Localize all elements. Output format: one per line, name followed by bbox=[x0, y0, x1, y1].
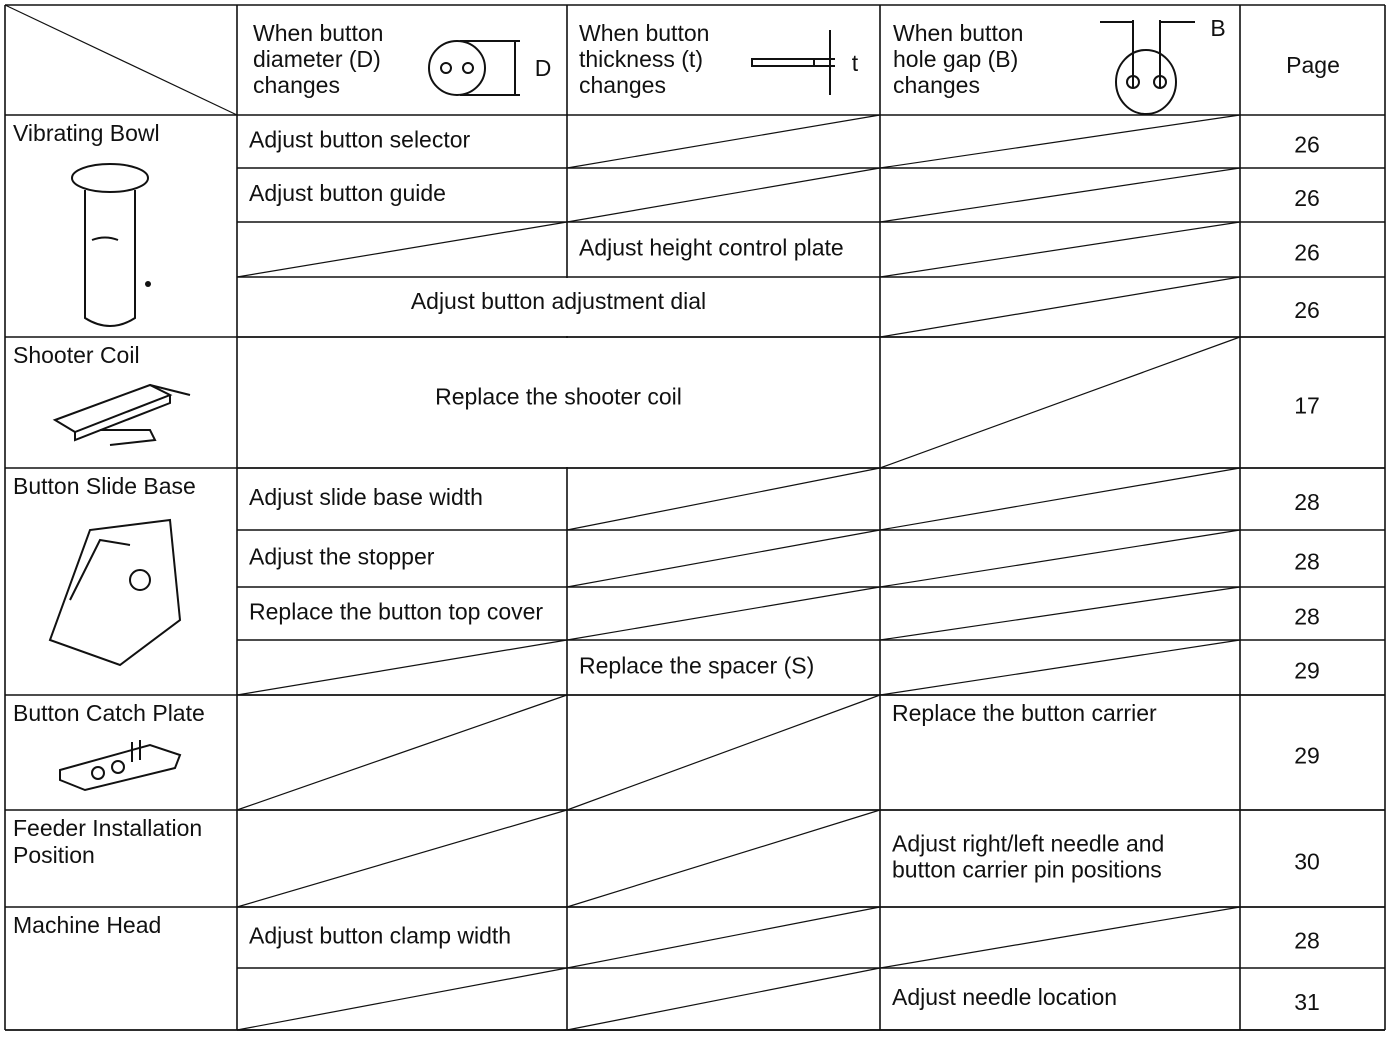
group-label: Position bbox=[13, 842, 95, 868]
diagonal bbox=[879, 467, 1241, 531]
diagonal bbox=[566, 967, 881, 1031]
page-number: 29 bbox=[1294, 658, 1320, 684]
page-number: 17 bbox=[1294, 393, 1320, 419]
hole-gap-icon bbox=[1100, 20, 1195, 115]
header-symbol: D bbox=[535, 55, 552, 81]
grid bbox=[4, 4, 1386, 1031]
diagonal bbox=[566, 906, 881, 969]
coil-sketch bbox=[52, 383, 191, 446]
diagonal bbox=[566, 114, 881, 169]
diagonal bbox=[236, 694, 568, 811]
diagonal bbox=[879, 906, 1241, 969]
page-number: 28 bbox=[1294, 604, 1320, 630]
page-number: 28 bbox=[1294, 549, 1320, 575]
group-label: Feeder Installation bbox=[13, 815, 202, 841]
page-number: 26 bbox=[1294, 185, 1320, 211]
header-text: hole gap (B) bbox=[893, 46, 1018, 72]
header-page: Page bbox=[1286, 52, 1340, 78]
diagonal bbox=[236, 967, 568, 1031]
cell-text: Replace the button top cover bbox=[249, 599, 543, 625]
cell-mask bbox=[565, 338, 569, 467]
cell-text: Replace the spacer (S) bbox=[579, 653, 814, 679]
cell-text: Adjust the stopper bbox=[249, 544, 435, 570]
catch-plate-sketch bbox=[59, 740, 182, 792]
diagonal bbox=[879, 276, 1241, 338]
header-text: When button bbox=[579, 20, 709, 46]
group-label: Vibrating Bowl bbox=[13, 120, 160, 146]
cell-text: Adjust button selector bbox=[249, 127, 471, 153]
thickness-icon bbox=[751, 30, 835, 95]
cell-text: button carrier pin positions bbox=[892, 857, 1162, 883]
cell-text: Adjust button clamp width bbox=[249, 923, 511, 949]
group-label: Shooter Coil bbox=[13, 342, 140, 368]
header-symbol: B bbox=[1210, 15, 1225, 41]
cell-text: Replace the shooter coil bbox=[435, 384, 682, 410]
group-label: Machine Head bbox=[13, 912, 161, 938]
page-number: 30 bbox=[1294, 849, 1320, 875]
diagonal bbox=[236, 809, 568, 908]
header-text: changes bbox=[893, 72, 980, 98]
cell-text: Adjust right/left needle and bbox=[892, 831, 1164, 857]
diagonal bbox=[879, 167, 1241, 223]
header-symbol: t bbox=[852, 50, 859, 76]
diagonal bbox=[879, 221, 1241, 278]
page-number: 29 bbox=[1294, 743, 1320, 769]
diagonal bbox=[566, 529, 881, 588]
bowl-sketch bbox=[71, 163, 151, 327]
page-number: 26 bbox=[1294, 297, 1320, 323]
diagonal bbox=[566, 167, 881, 223]
page-number: 31 bbox=[1294, 989, 1320, 1015]
diameter-icon bbox=[428, 40, 520, 96]
header-text: changes bbox=[579, 72, 666, 98]
page-number: 26 bbox=[1294, 240, 1320, 266]
header-text: changes bbox=[253, 72, 340, 98]
page-number: 28 bbox=[1294, 928, 1320, 954]
group-label: Button Slide Base bbox=[13, 473, 196, 499]
cell-text: Adjust slide base width bbox=[249, 484, 483, 510]
slide-base-sketch bbox=[48, 518, 182, 667]
diagonal bbox=[879, 114, 1241, 169]
cell-text: Replace the button carrier bbox=[892, 700, 1157, 726]
diagonal bbox=[4, 4, 238, 116]
diagonal bbox=[879, 639, 1241, 696]
diagonal bbox=[236, 221, 568, 278]
cell-text: Adjust button adjustment dial bbox=[411, 288, 706, 314]
group-label: Button Catch Plate bbox=[13, 700, 205, 726]
diagonal bbox=[236, 639, 568, 696]
diagonal bbox=[566, 467, 881, 531]
header-text: When button bbox=[253, 20, 383, 46]
header-text: When button bbox=[893, 20, 1023, 46]
diagonal bbox=[879, 529, 1241, 588]
diagonal bbox=[566, 694, 881, 811]
diagonal bbox=[566, 809, 881, 908]
cell-mask bbox=[565, 278, 569, 336]
page-number: 28 bbox=[1294, 489, 1320, 515]
diagonal bbox=[879, 586, 1241, 641]
cell-text: Adjust button guide bbox=[249, 180, 446, 206]
cell-text: Adjust needle location bbox=[892, 984, 1117, 1010]
page-number: 26 bbox=[1294, 132, 1320, 158]
header-text: diameter (D) bbox=[253, 46, 381, 72]
diagonal bbox=[566, 586, 881, 641]
diagonal bbox=[879, 336, 1241, 469]
cell-text: Adjust height control plate bbox=[579, 235, 844, 261]
header-text: thickness (t) bbox=[579, 46, 703, 72]
